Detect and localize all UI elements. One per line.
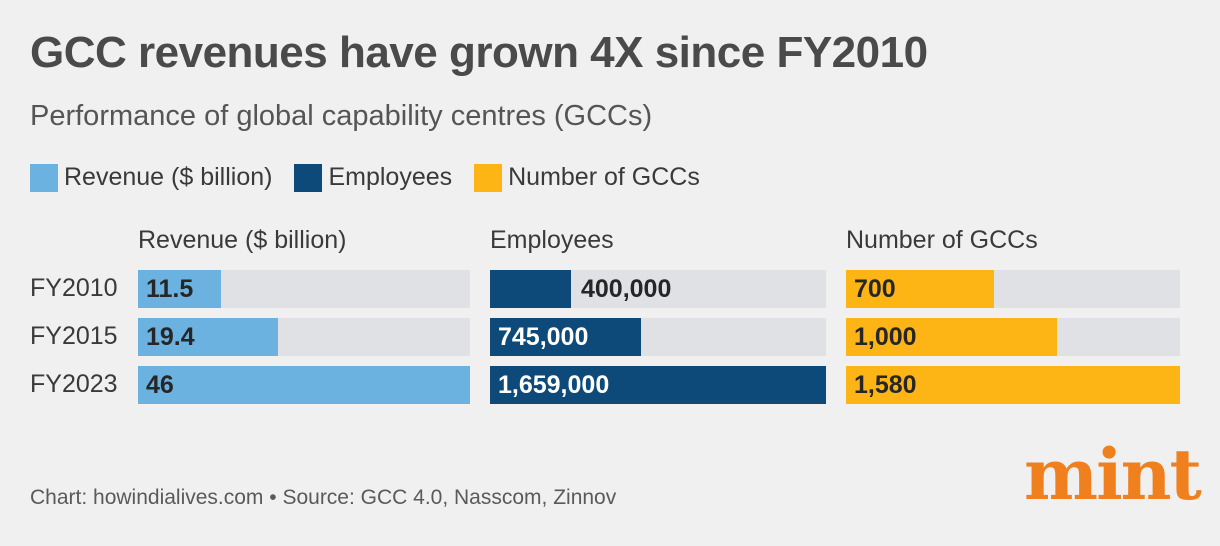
legend-swatch-gccs bbox=[474, 163, 503, 192]
legend-swatch-revenue bbox=[30, 163, 58, 192]
legend-label-employees: Employees bbox=[328, 163, 453, 191]
value-label-employees-fy2010: 400,000 bbox=[581, 275, 672, 303]
value-label-employees-fy2023: 1,659,000 bbox=[498, 371, 610, 399]
value-label-gccs-fy2023: 1,580 bbox=[854, 371, 917, 399]
legend-label-gccs: Number of GCCs bbox=[508, 163, 700, 191]
bar-track: 700 bbox=[846, 270, 1180, 308]
value-label-employees-fy2015: 745,000 bbox=[498, 323, 589, 351]
bar-revenue-fy2010 bbox=[138, 270, 221, 308]
legend-item-gccs: Number of GCCs bbox=[474, 163, 700, 192]
panel-header-gccs: Number of GCCs bbox=[846, 226, 1038, 254]
bar-employees-fy2015 bbox=[490, 318, 641, 356]
bar-employees-fy2023 bbox=[490, 366, 826, 404]
chart-subtitle: Performance of global capability centres… bbox=[30, 100, 653, 132]
legend-label-revenue: Revenue ($ billion) bbox=[64, 163, 273, 191]
chart-title: GCC revenues have grown 4X since FY2010 bbox=[30, 28, 928, 77]
bar-track: 1,000 bbox=[846, 318, 1180, 356]
bar-track: 745,000 bbox=[490, 318, 826, 356]
bar-revenue-fy2023 bbox=[138, 366, 470, 404]
value-label-revenue-fy2015: 19.4 bbox=[146, 323, 195, 351]
row-label-fy2010: FY2010 bbox=[30, 274, 118, 302]
bar-employees-fy2010 bbox=[490, 270, 571, 308]
bar-track: 11.5 bbox=[138, 270, 470, 308]
bar-revenue-fy2015 bbox=[138, 318, 278, 356]
legend-item-employees: Employees bbox=[294, 163, 452, 192]
bar-track: 1,659,000 bbox=[490, 366, 826, 404]
legend: Revenue ($ billion) Employees Number of … bbox=[30, 163, 722, 192]
value-label-revenue-fy2023: 46 bbox=[146, 371, 174, 399]
value-label-gccs-fy2015: 1,000 bbox=[854, 323, 917, 351]
bar-gccs-fy2010 bbox=[846, 270, 994, 308]
row-label-fy2023: FY2023 bbox=[30, 370, 118, 398]
panel-header-employees: Employees bbox=[490, 226, 614, 254]
panel-header-revenue: Revenue ($ billion) bbox=[138, 226, 347, 254]
bar-gccs-fy2023 bbox=[846, 366, 1180, 404]
bar-track: 400,000 bbox=[490, 270, 826, 308]
bar-track: 46 bbox=[138, 366, 470, 404]
source-footer: Chart: howindialives.com • Source: GCC 4… bbox=[30, 486, 617, 509]
row-label-fy2015: FY2015 bbox=[30, 322, 118, 350]
value-label-revenue-fy2010: 11.5 bbox=[146, 275, 194, 303]
bar-track: 19.4 bbox=[138, 318, 470, 356]
bar-track: 1,580 bbox=[846, 366, 1180, 404]
mint-logo: mint bbox=[1024, 433, 1202, 516]
value-label-gccs-fy2010: 700 bbox=[854, 275, 896, 303]
legend-swatch-employees bbox=[294, 163, 323, 192]
bar-gccs-fy2015 bbox=[846, 318, 1057, 356]
legend-item-revenue: Revenue ($ billion) bbox=[30, 163, 272, 192]
